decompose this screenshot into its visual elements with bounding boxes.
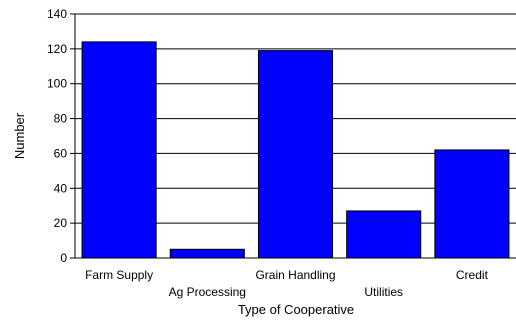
x-tick-label: Ag Processing xyxy=(169,285,246,299)
y-tick-label: 20 xyxy=(54,216,68,230)
bar-grain-handling xyxy=(257,50,334,259)
bars xyxy=(81,41,510,259)
x-tick-label: Credit xyxy=(456,268,489,282)
axes xyxy=(74,14,516,259)
y-tick-label: 80 xyxy=(54,112,68,126)
x-axis-title: Type of Cooperative xyxy=(238,302,354,317)
x-tick-labels: Farm Supply Ag Processing Grain Handling Ut… xyxy=(85,268,488,299)
y-tick-label: 140 xyxy=(47,7,67,21)
y-axis-title: Number xyxy=(12,112,27,159)
bar-ag-processing xyxy=(169,248,245,259)
y-tick-label: 0 xyxy=(60,251,67,265)
y-tick-label: 120 xyxy=(47,42,67,56)
y-tick-label: 100 xyxy=(47,77,67,91)
y-tick-labels: 0 20 40 60 80 100 120 140 xyxy=(47,7,75,265)
bar-credit xyxy=(434,149,510,259)
bar-utilities xyxy=(346,210,422,259)
bar-farm-supply xyxy=(81,41,157,259)
x-tick-label: Grain Handling xyxy=(255,268,335,282)
y-tick-label: 60 xyxy=(54,146,68,160)
x-tick-label: Farm Supply xyxy=(85,268,153,282)
y-tick-label: 40 xyxy=(54,181,68,195)
x-tick-label: Utilities xyxy=(364,285,403,299)
